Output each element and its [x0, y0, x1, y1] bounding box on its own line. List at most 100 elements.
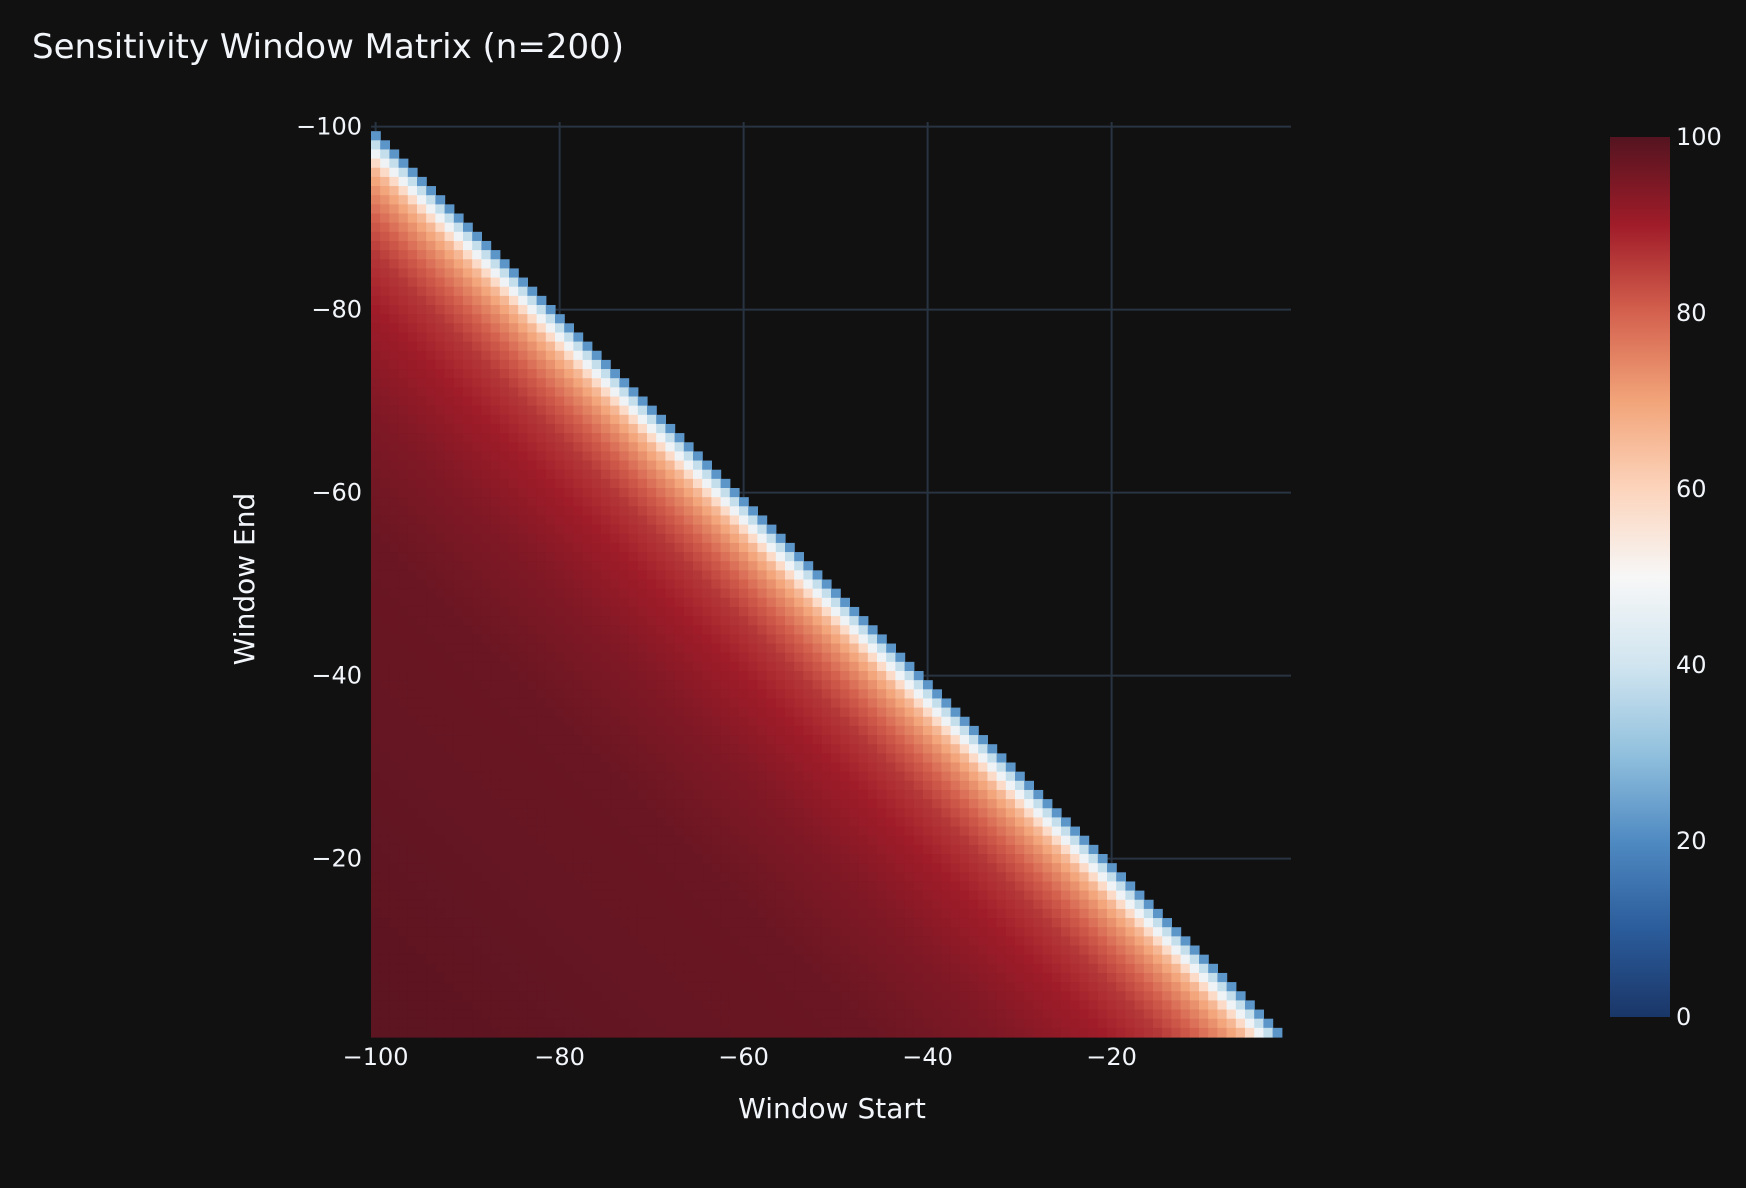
heatmap-cell: [564, 725, 574, 736]
heatmap-cell: [499, 789, 510, 800]
heatmap-cell: [371, 771, 381, 782]
heatmap-cell: [1162, 1009, 1172, 1020]
heatmap-cell: [720, 533, 731, 544]
heatmap-cell: [867, 963, 878, 974]
heatmap-cell: [435, 268, 446, 279]
heatmap-cell: [407, 524, 418, 535]
heatmap-cell: [693, 899, 703, 910]
heatmap-cell: [831, 799, 841, 809]
heatmap-cell: [748, 927, 758, 937]
heatmap-cell: [821, 588, 832, 599]
heatmap-cell: [417, 350, 427, 361]
heatmap-cell: [545, 744, 556, 754]
heatmap-cell: [941, 982, 952, 992]
heatmap-cell: [481, 295, 492, 306]
heatmap-cell: [821, 625, 832, 635]
heatmap-cell: [1134, 963, 1145, 974]
heatmap-cell: [619, 405, 630, 416]
heatmap-cell: [812, 652, 823, 663]
heatmap-cell: [619, 387, 630, 398]
heatmap-cell: [371, 478, 381, 489]
heatmap-cell: [444, 899, 455, 910]
heatmap-cell: [821, 689, 832, 700]
heatmap-cell: [996, 1018, 1007, 1029]
heatmap-cell: [371, 799, 381, 809]
heatmap-cell: [582, 817, 593, 828]
heatmap-cell: [803, 982, 814, 992]
heatmap-cell: [453, 506, 464, 517]
heatmap-cell: [932, 881, 942, 892]
heatmap-cell: [407, 588, 418, 599]
heatmap-cell: [545, 341, 556, 352]
heatmap-cell: [518, 707, 528, 718]
heatmap-cell: [398, 442, 409, 452]
heatmap-cell: [1189, 1018, 1200, 1029]
heatmap-cell: [398, 533, 409, 544]
heatmap-cell: [978, 982, 988, 992]
heatmap-cell: [536, 332, 547, 343]
heatmap-cell: [509, 341, 519, 352]
heatmap-cell: [371, 570, 381, 581]
heatmap-cell: [545, 707, 556, 718]
heatmap-cell: [665, 716, 676, 727]
heatmap-cell: [490, 597, 501, 608]
heatmap-cell: [913, 817, 924, 828]
heatmap-cell: [739, 844, 749, 855]
heatmap-cell: [775, 789, 786, 800]
heatmap-cell: [499, 863, 510, 873]
heatmap-cell: [527, 295, 538, 306]
heatmap-cell: [389, 881, 400, 892]
heatmap-cell: [674, 890, 685, 901]
heatmap-cell: [978, 918, 988, 928]
heatmap-cell: [1107, 899, 1117, 910]
heatmap-cell: [757, 542, 768, 553]
heatmap-cell: [499, 488, 510, 498]
heatmap-cell: [831, 588, 841, 599]
heatmap-cell: [536, 634, 547, 645]
heatmap-cell: [739, 918, 749, 928]
heatmap-cell: [426, 1009, 436, 1020]
heatmap-cell: [545, 652, 556, 663]
heatmap-cell: [748, 570, 758, 581]
heatmap-cell: [536, 972, 547, 983]
heatmap-cell: [407, 661, 418, 672]
heatmap-cell: [601, 982, 611, 992]
heatmap-cell: [729, 982, 740, 992]
heatmap-cell: [527, 890, 538, 901]
heatmap-cell: [591, 588, 602, 599]
heatmap-cell: [518, 588, 528, 599]
heatmap-cell: [518, 643, 528, 654]
heatmap-cell: [941, 908, 952, 919]
heatmap-cell: [656, 972, 666, 983]
heatmap-cell: [647, 442, 657, 452]
heatmap-cell: [702, 863, 712, 873]
heatmap-cell: [785, 936, 795, 947]
heatmap-cell: [693, 890, 703, 901]
heatmap-cell: [803, 872, 814, 883]
heatmap-cell: [877, 844, 887, 855]
heatmap-cell: [527, 286, 538, 297]
heatmap-cell: [647, 414, 657, 425]
heatmap-cell: [757, 707, 768, 718]
heatmap-cell: [674, 872, 685, 883]
heatmap-cell: [619, 378, 630, 388]
heatmap-cell: [1226, 1018, 1237, 1029]
heatmap-cell: [582, 423, 593, 434]
heatmap-cell: [591, 369, 602, 379]
heatmap-cell: [748, 945, 758, 956]
heatmap-cell: [941, 1009, 952, 1020]
heatmap-cell: [1005, 1000, 1016, 1011]
heatmap-cell: [536, 588, 547, 599]
heatmap-cell: [628, 533, 639, 544]
heatmap-cell: [610, 753, 620, 764]
heatmap-cell: [923, 890, 933, 901]
heatmap-cell: [573, 423, 584, 434]
heatmap-cell: [978, 735, 988, 745]
heatmap-cell: [407, 204, 418, 215]
heatmap-cell: [656, 1027, 666, 1038]
heatmap-cell: [426, 762, 436, 773]
heatmap-cell: [509, 954, 519, 965]
heatmap-cell: [1070, 1027, 1080, 1038]
heatmap-cell: [904, 835, 915, 846]
heatmap-cell: [407, 744, 418, 754]
